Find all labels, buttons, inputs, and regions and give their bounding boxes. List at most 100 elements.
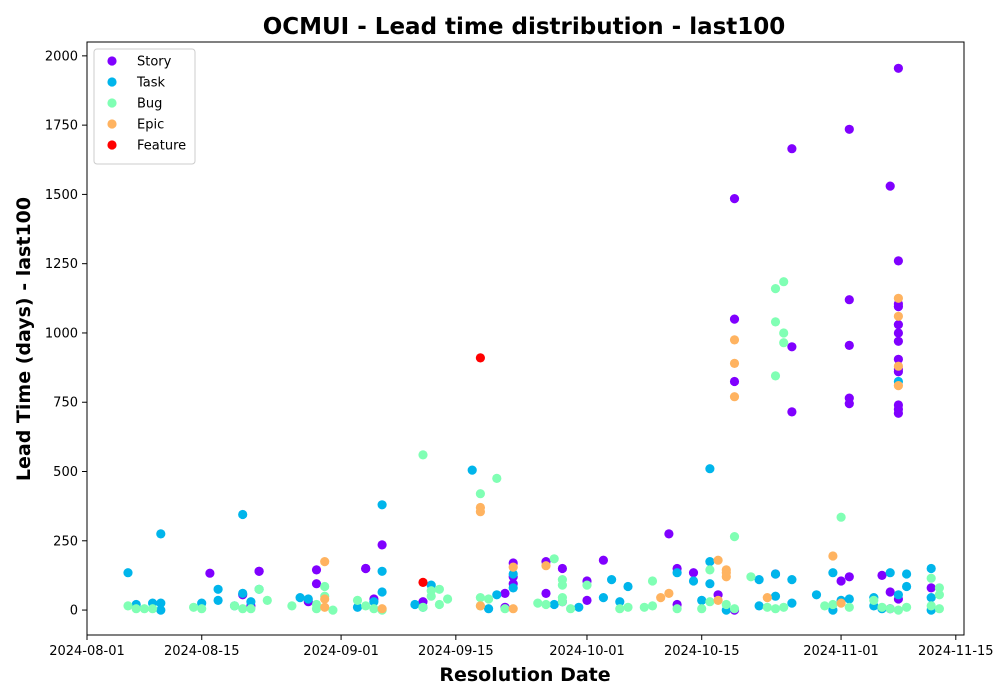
epic-point xyxy=(541,561,551,571)
bug-point xyxy=(541,599,551,610)
epic-point xyxy=(893,293,904,303)
story-point xyxy=(361,563,371,574)
epic-point xyxy=(320,594,330,604)
story-point xyxy=(836,576,846,586)
task-point xyxy=(705,579,715,589)
epic-point xyxy=(508,604,518,614)
bug-point xyxy=(647,601,658,611)
task-point xyxy=(238,588,248,599)
task-point xyxy=(213,595,223,606)
bug-point xyxy=(418,602,428,612)
bug-point xyxy=(434,584,444,594)
story-point xyxy=(582,595,592,606)
task-point xyxy=(213,584,223,594)
task-point xyxy=(377,500,387,510)
task-point xyxy=(377,566,387,576)
story-point xyxy=(893,320,904,330)
story-point xyxy=(844,124,854,134)
bug-point xyxy=(418,450,428,460)
bug-point xyxy=(500,604,510,614)
bug-point xyxy=(770,284,781,294)
story-point xyxy=(311,579,322,589)
epic-point xyxy=(475,507,485,517)
y-tick-label: 1000 xyxy=(45,326,78,341)
task-point xyxy=(574,602,584,612)
legend-marker-story xyxy=(107,56,117,66)
bug-point xyxy=(434,599,444,610)
epic-point xyxy=(729,335,740,345)
x-tick-label: 2024-11-01 xyxy=(803,644,879,659)
y-axis-label: Lead Time (days) - last100 xyxy=(13,197,35,481)
x-tick-label: 2024-10-01 xyxy=(549,644,625,659)
x-tick-label: 2024-08-01 xyxy=(49,644,125,659)
bug-point xyxy=(877,602,887,612)
y-tick-label: 250 xyxy=(53,534,78,549)
epic-point xyxy=(475,601,485,611)
bug-point xyxy=(557,580,568,590)
task-point xyxy=(156,598,166,608)
bug-point xyxy=(262,595,272,606)
task-point xyxy=(123,568,133,578)
story-point xyxy=(893,302,904,312)
task-point xyxy=(926,563,936,574)
task-point xyxy=(787,575,797,585)
task-point xyxy=(902,581,912,592)
bug-point xyxy=(533,598,543,608)
bug-point xyxy=(475,489,485,499)
task-point xyxy=(549,599,559,610)
task-point xyxy=(238,509,248,520)
y-tick-label: 500 xyxy=(53,465,78,480)
task-point xyxy=(508,569,518,579)
bug-point xyxy=(885,604,895,614)
y-axis-ticks: 0 250 500 750 1000 1250 1500 1750 2000 xyxy=(45,49,87,619)
plot-frame xyxy=(86,41,965,636)
bug-point xyxy=(836,512,846,522)
bug-point xyxy=(328,605,338,615)
epic-point xyxy=(762,593,772,603)
task-point xyxy=(828,568,838,578)
bug-point xyxy=(361,601,371,611)
story-point xyxy=(787,407,797,417)
bug-point xyxy=(770,371,781,381)
story-point xyxy=(729,314,740,324)
task-point xyxy=(697,595,707,606)
task-point xyxy=(770,569,781,579)
bug-point xyxy=(926,601,936,611)
legend-box xyxy=(93,48,196,165)
bug-point xyxy=(844,602,854,612)
task-point xyxy=(811,590,822,600)
story-point xyxy=(377,540,387,550)
task-point xyxy=(156,529,166,539)
task-point xyxy=(492,590,502,600)
bug-point xyxy=(426,591,436,601)
task-point xyxy=(377,587,387,597)
bug-point xyxy=(139,604,149,614)
legend-label-epic: Epic xyxy=(137,118,164,133)
story-point xyxy=(500,588,510,599)
legend-label-task: Task xyxy=(136,76,166,91)
x-tick-label: 2024-11-15 xyxy=(918,644,994,659)
bug-point xyxy=(705,565,715,575)
bug-point xyxy=(770,604,781,614)
y-tick-label: 750 xyxy=(53,396,78,411)
bug-point xyxy=(770,317,781,327)
task-point xyxy=(352,602,363,612)
chart-title: OCMUI - Lead time distribution - last100 xyxy=(263,14,786,40)
epic-point xyxy=(893,361,904,371)
epic-point xyxy=(893,381,904,391)
x-tick-label: 2024-08-15 xyxy=(164,644,240,659)
bug-point xyxy=(582,580,592,590)
feature-point xyxy=(475,353,485,363)
feature-point xyxy=(418,577,428,588)
bug-point xyxy=(475,593,485,603)
epic-point xyxy=(508,562,518,572)
series-task xyxy=(123,376,936,615)
task-point xyxy=(902,569,912,579)
bug-point xyxy=(721,599,731,610)
epic-point xyxy=(893,311,904,321)
epic-point xyxy=(320,557,330,567)
x-axis-label: Resolution Date xyxy=(439,664,610,686)
task-point xyxy=(410,599,420,610)
y-tick-label: 1750 xyxy=(45,119,78,134)
legend-marker-task xyxy=(107,77,117,87)
